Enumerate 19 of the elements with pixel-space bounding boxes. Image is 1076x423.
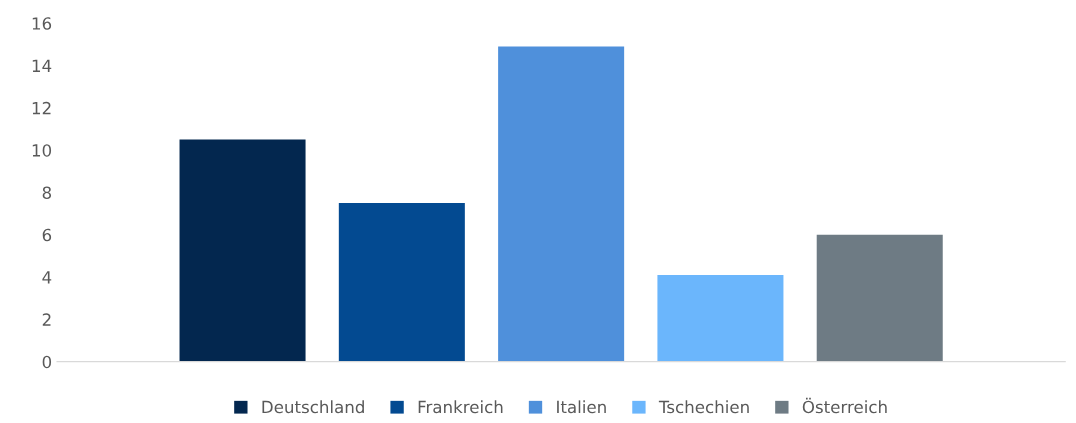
bar — [657, 274, 784, 362]
legend-label: Frankreich — [418, 400, 503, 414]
y-tick-label: 0 — [42, 355, 52, 369]
bar — [338, 203, 465, 362]
y-tick-label: 14 — [32, 59, 52, 72]
y-tick-label: 4 — [42, 271, 52, 284]
y-tick-label: 16 — [32, 17, 52, 30]
y-tick-label: 6 — [42, 228, 52, 242]
y-tick-label: 2 — [42, 313, 51, 326]
legend-label: Tschechien — [658, 400, 749, 414]
legend-label: Deutschland — [262, 400, 364, 414]
legend-label: Österreich — [802, 397, 887, 414]
bar — [498, 46, 625, 362]
y-tick-label: 12 — [32, 101, 51, 115]
y-tick-label: 10 — [32, 144, 52, 157]
bar — [179, 139, 306, 362]
legend-label: Italien — [557, 400, 606, 414]
bar — [816, 234, 943, 362]
y-tick-label: 8 — [42, 186, 52, 200]
